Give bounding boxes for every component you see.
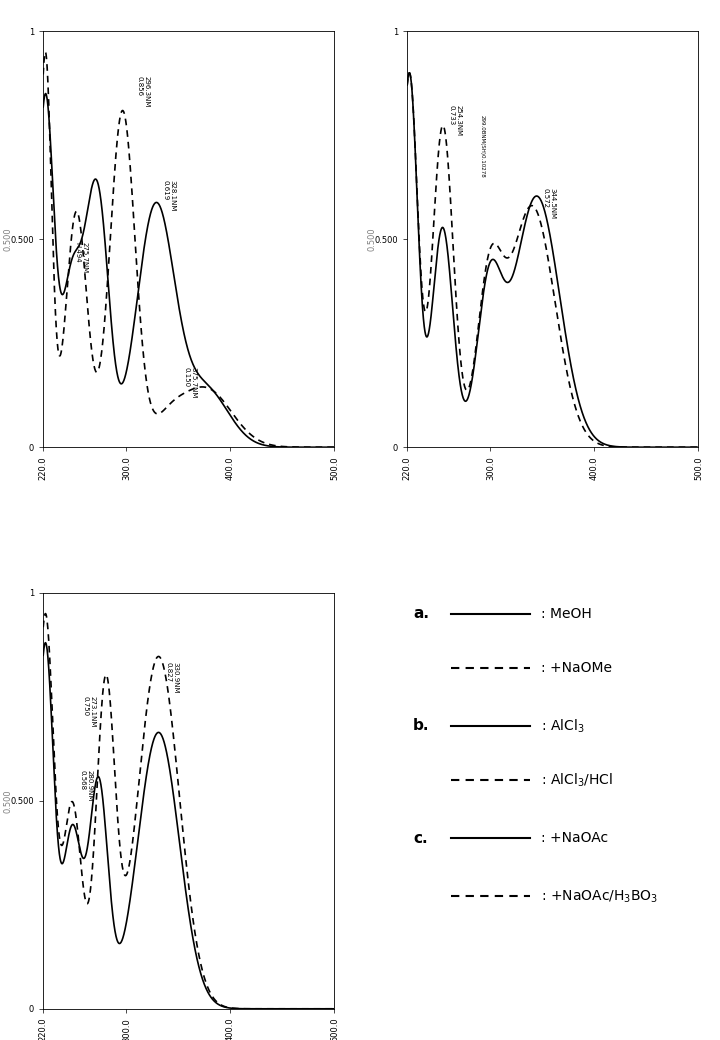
Text: 254.3NM
0.733: 254.3NM 0.733 — [449, 105, 462, 136]
Text: : AlCl$_3$: : AlCl$_3$ — [541, 718, 585, 734]
Text: a.: a. — [413, 606, 429, 621]
Text: 330.9NM
0.827: 330.9NM 0.827 — [166, 662, 179, 694]
Text: : +NaOMe: : +NaOMe — [541, 660, 612, 675]
Text: 328.1NM
0.619: 328.1NM 0.619 — [163, 180, 176, 211]
Text: 0.500: 0.500 — [368, 228, 377, 251]
Text: 299.0BNM(SH)0.10278: 299.0BNM(SH)0.10278 — [480, 115, 485, 178]
Text: 0.500: 0.500 — [4, 228, 13, 251]
Text: : +NaOAc: : +NaOAc — [541, 831, 608, 846]
Text: c.: c. — [413, 831, 428, 846]
Text: 344.5NM
0.572: 344.5NM 0.572 — [542, 188, 555, 219]
Text: 280.9NM
0.568: 280.9NM 0.568 — [80, 771, 93, 802]
Text: b.: b. — [413, 719, 430, 733]
Text: : AlCl$_3$/HCl: : AlCl$_3$/HCl — [541, 772, 613, 788]
Text: 375.7NM
0.150: 375.7NM 0.150 — [184, 367, 197, 398]
Text: : +NaOAc/H$_3$BO$_3$: : +NaOAc/H$_3$BO$_3$ — [541, 888, 658, 905]
Text: : MeOH: : MeOH — [541, 606, 592, 621]
Text: 0.500: 0.500 — [4, 789, 13, 812]
Text: 275.7NM
H.494: 275.7NM H.494 — [74, 242, 87, 274]
Text: 296.3NM
0.856: 296.3NM 0.856 — [137, 76, 150, 107]
Text: 273.1NM
0.750: 273.1NM 0.750 — [83, 696, 96, 727]
